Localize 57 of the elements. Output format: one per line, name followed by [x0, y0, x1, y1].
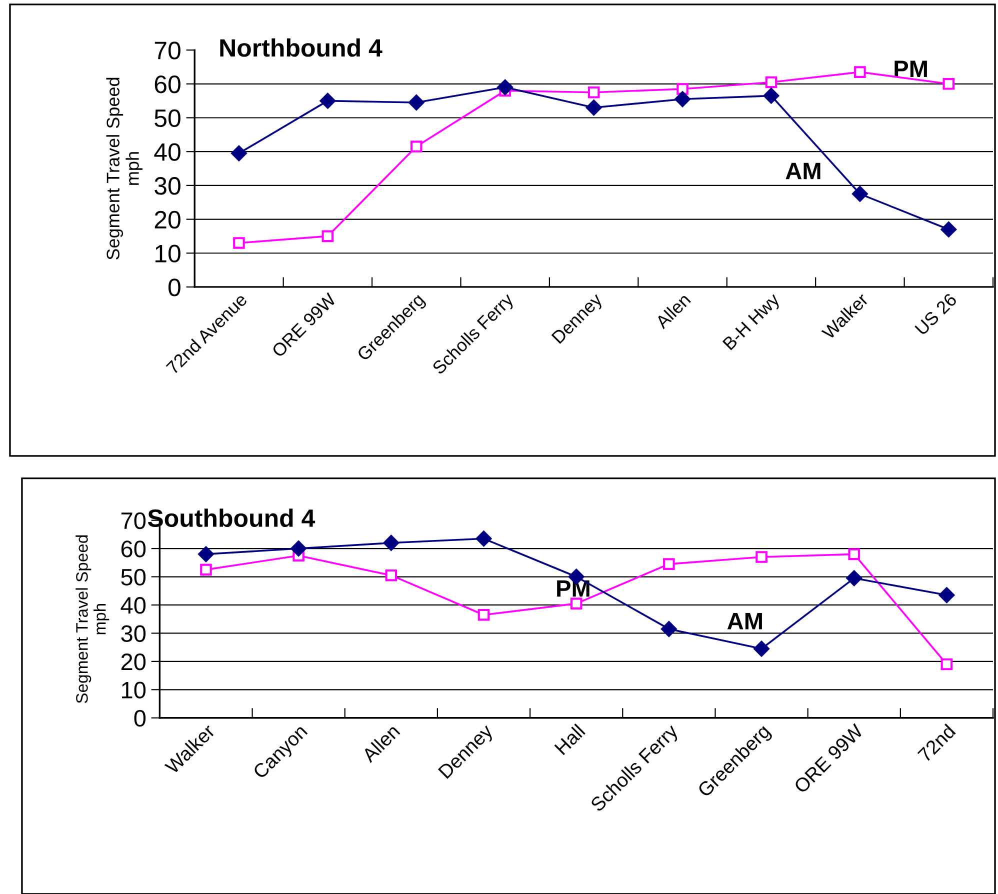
point — [848, 548, 860, 560]
y-tick-label: 60 — [121, 540, 146, 558]
point — [588, 86, 600, 98]
point — [233, 237, 245, 249]
y-tick-label: 70 — [121, 512, 146, 530]
x-tick-label: US 26 — [914, 292, 958, 336]
y-tick-label: 40 — [154, 143, 180, 161]
y-tick-label: 30 — [154, 177, 180, 195]
point — [940, 222, 957, 238]
point — [476, 530, 492, 547]
point — [383, 534, 400, 551]
y-tick-label: 60 — [154, 76, 180, 94]
point — [765, 76, 778, 88]
y-tick-label: 0 — [134, 710, 146, 727]
point — [942, 78, 955, 90]
point — [938, 587, 955, 604]
point — [478, 608, 490, 621]
x-tick-label: Hall — [554, 724, 586, 756]
series-label: PM — [894, 60, 927, 77]
point — [570, 598, 582, 610]
y-tick-label: 50 — [154, 109, 180, 128]
point — [940, 658, 953, 670]
series-label: AM — [727, 613, 762, 630]
chart-title: Southbound 4 — [148, 508, 316, 528]
point — [586, 100, 602, 116]
point — [763, 88, 780, 104]
point — [846, 570, 862, 586]
y-axis-title: Segment Travel Speed mph — [106, 78, 142, 260]
y-tick-label: 10 — [156, 244, 180, 262]
point — [408, 94, 424, 110]
y-tick-label: 30 — [121, 625, 146, 642]
point — [198, 546, 214, 562]
point — [756, 551, 768, 563]
y-tick-label: 20 — [154, 210, 180, 229]
y-tick-label: 0 — [168, 278, 180, 296]
point — [320, 92, 336, 109]
y-tick-label: 50 — [121, 568, 146, 586]
point — [410, 140, 422, 152]
point — [231, 145, 247, 162]
y-tick-label: 10 — [122, 682, 146, 698]
chart-title: Northbound 4 — [220, 38, 382, 57]
point — [852, 186, 868, 202]
point — [854, 66, 866, 78]
point — [674, 91, 690, 108]
y-tick-label: 70 — [154, 42, 180, 60]
point — [497, 79, 514, 96]
point — [200, 564, 212, 576]
y-tick-label: 40 — [120, 597, 146, 614]
y-axis-title: Segment Travel Speed mph — [76, 535, 110, 704]
series-label: AM — [786, 162, 820, 180]
point — [754, 640, 770, 657]
point — [385, 569, 398, 582]
point — [661, 621, 677, 637]
point — [322, 230, 334, 242]
point — [290, 540, 306, 556]
y-tick-label: 20 — [121, 654, 146, 670]
point — [663, 558, 675, 570]
